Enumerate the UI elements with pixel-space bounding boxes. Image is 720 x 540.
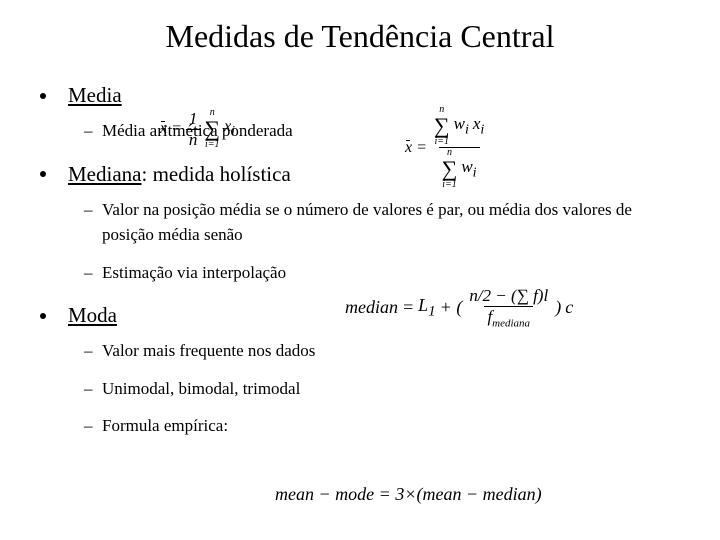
slide: Medidas de Tendência Central Media Média… <box>0 0 720 540</box>
sub-item: Estimação via interpolação <box>84 260 680 286</box>
sub-item: Formula empírica: <box>84 413 680 439</box>
formula-empirical: mean − mode = 3×(mean − median) <box>275 484 542 505</box>
item-media: Media Média aritmética ponderada <box>40 83 680 144</box>
item-mediana: Mediana: medida holística Valor na posiç… <box>40 162 680 286</box>
sub-item: Valor na posição média se o número de va… <box>84 197 680 248</box>
formula-mean: x = 1 n n ∑ i=1 xi <box>160 108 235 150</box>
xbar: x <box>405 139 412 157</box>
item-label: Mediana <box>68 162 141 186</box>
xbar: x <box>160 120 167 138</box>
bullet-icon <box>40 313 46 319</box>
slide-title: Medidas de Tendência Central <box>40 18 680 55</box>
bullet-icon <box>40 171 46 177</box>
bullet-icon <box>40 93 46 99</box>
sub-item: Valor mais frequente nos dados <box>84 338 680 364</box>
sub-item: Unimodal, bimodal, trimodal <box>84 376 680 402</box>
formula-weighted-mean: x = n ∑ i=1 wi xi n ∑ i=1 wi <box>405 105 487 190</box>
item-rest: : medida holística <box>141 162 290 186</box>
formula-median: median = L1 + ( n/2 − (∑ f)l fmediana ) … <box>345 286 573 329</box>
item-label: Moda <box>68 303 117 328</box>
item-label: Media <box>68 83 122 108</box>
bullet-list: Media Média aritmética ponderada Mediana… <box>40 83 680 439</box>
